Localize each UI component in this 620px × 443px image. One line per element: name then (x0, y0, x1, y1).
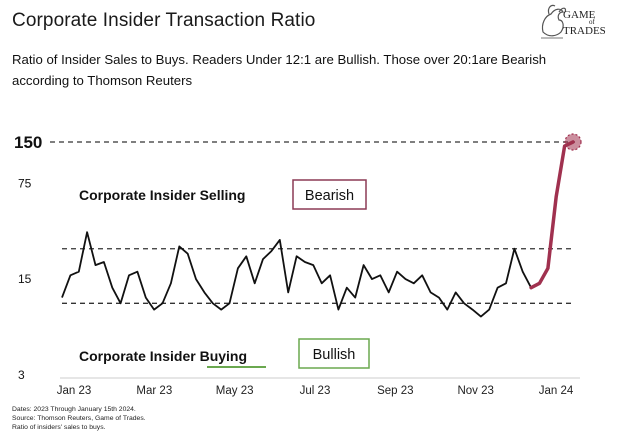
y-tick-label-75: 75 (18, 176, 32, 190)
series-line-highlight (529, 140, 575, 290)
y-tick-label-150: 150 (14, 133, 42, 152)
subtitle-line-2: according to Thomson Reuters (12, 73, 193, 88)
buying-annotation-prefix: Corporate Insider (79, 348, 200, 364)
y-tick-label-3: 3 (18, 368, 25, 382)
x-tick-label-2: May 23 (216, 385, 254, 397)
x-tick-label-3: Jul 23 (300, 385, 331, 397)
y-axis: 3 15 75 150 (14, 133, 42, 382)
bull-logo-icon (541, 4, 567, 39)
bullish-label: Bullish (313, 347, 356, 363)
buying-annotation: Corporate Insider Buying (79, 348, 247, 364)
logo-word-game: GAME (563, 9, 596, 21)
x-tick-label-1: Mar 23 (136, 385, 172, 397)
chart-annotations: Corporate Insider Selling Bearish Corporat… (79, 179, 370, 369)
reference-lines (50, 141, 575, 304)
endpoint-marker (564, 133, 582, 151)
x-tick-label-4: Sep 23 (377, 385, 413, 397)
x-tick-label-5: Nov 23 (457, 385, 493, 397)
bearish-box (292, 179, 367, 210)
selling-annotation: Corporate Insider Selling (79, 187, 245, 203)
x-tick-label-6: Jan 24 (539, 385, 574, 397)
chart-subtitle: Ratio of Insider Sales to Buys. Readers … (12, 49, 612, 91)
footer-note: Ratio of insiders' sales to buys. (12, 424, 106, 431)
buying-annotation-word: Buying (200, 348, 247, 364)
x-tick-label-0: Jan 23 (57, 385, 92, 397)
footer-source: Source: Thomson Reuters, Game of Trades. (12, 415, 146, 422)
footer-dates: Dates: 2023 Through January 15th 2024. (12, 406, 136, 413)
chart-footer: Dates: 2023 Through January 15th 2024. S… (12, 405, 146, 432)
series-line-main (61, 231, 532, 318)
logo-word-of: of (589, 18, 595, 26)
bearish-label: Bearish (305, 188, 354, 204)
bullish-box (298, 338, 370, 369)
y-tick-label-15: 15 (18, 272, 32, 286)
brand-logo-text: GAME of TRADES (563, 10, 619, 37)
chart-title: Corporate Insider Transaction Ratio (12, 10, 316, 31)
subtitle-line-1: Ratio of Insider Sales to Buys. Readers … (12, 52, 547, 67)
x-axis: Jan 23 Mar 23 May 23 Jul 23 Sep 23 Nov 23 Jan … (57, 377, 580, 397)
logo-word-trades: TRADES (563, 25, 606, 37)
series-layer (61, 133, 582, 318)
